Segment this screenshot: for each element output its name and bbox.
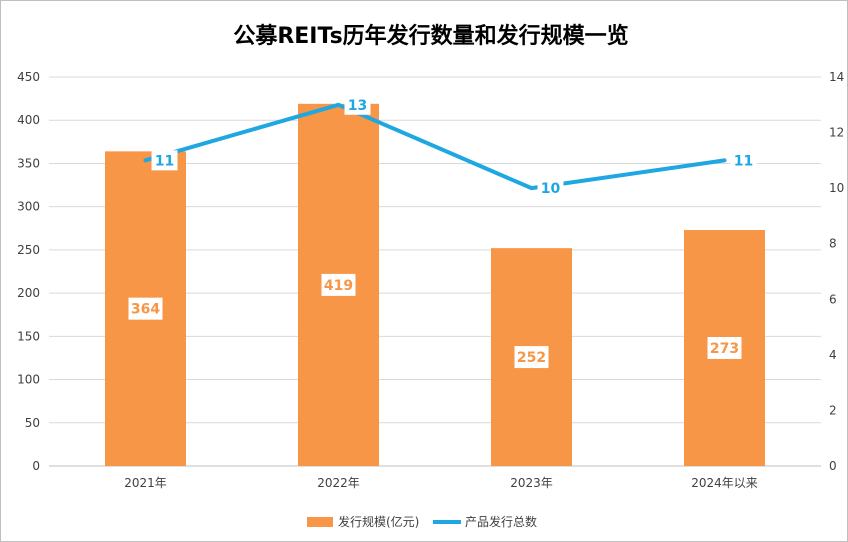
left-axis-tick-label: 0 <box>32 459 40 473</box>
line-label-box <box>344 94 371 115</box>
line-data-label: 11 <box>734 153 753 169</box>
bar-data-label: 273 <box>710 341 739 357</box>
bar-label-box <box>321 273 356 296</box>
line-label-box <box>151 150 178 171</box>
right-axis-tick-label: 14 <box>829 70 844 84</box>
bar-data-label: 364 <box>131 302 160 318</box>
left-axis-tick-label: 450 <box>17 70 40 84</box>
left-axis-tick-label: 150 <box>17 329 40 343</box>
line-data-label: 10 <box>541 181 561 197</box>
line-label-box <box>537 178 564 199</box>
right-axis-tick-label: 8 <box>829 237 837 251</box>
bar-data-label: 419 <box>324 278 353 294</box>
left-axis-tick-label: 300 <box>17 200 40 214</box>
right-axis-ticks: 0 2 4 6 8 10 12 14 <box>829 70 844 473</box>
legend: 发行规模(亿元) 产品发行总数 <box>307 514 537 529</box>
bar-label-box <box>128 297 163 320</box>
left-axis-ticks: 0 50 100 150 200 250 300 350 400 450 <box>17 70 40 473</box>
x-axis-tick-label: 2024年以来 <box>691 476 758 490</box>
right-axis-tick-label: 12 <box>829 126 844 140</box>
x-axis-tick-label: 2023年 <box>510 476 553 490</box>
line-series <box>143 102 727 191</box>
left-axis-tick-label: 350 <box>17 156 40 170</box>
line-data-label: 13 <box>348 98 367 114</box>
x-axis-ticks: 2021年 2022年 2023年 2024年以来 <box>124 476 758 490</box>
bar-data-label: 252 <box>517 350 546 366</box>
bar-label-box <box>707 337 742 360</box>
x-axis-tick-label: 2022年 <box>317 476 360 490</box>
chart-title: 公募REITs历年发行数量和发行规模一览 <box>233 23 628 49</box>
legend-label-line: 产品发行总数 <box>465 514 537 529</box>
left-axis-tick-label: 400 <box>17 113 40 127</box>
legend-swatch-bar <box>307 517 333 527</box>
right-axis-tick-label: 0 <box>829 459 837 473</box>
line-label-box <box>730 150 757 171</box>
right-axis-tick-label: 10 <box>829 181 844 195</box>
line-data-label: 11 <box>155 153 174 169</box>
left-axis-tick-label: 250 <box>17 243 40 257</box>
bars <box>105 103 765 466</box>
series-line <box>143 102 727 191</box>
x-axis-tick-label: 2021年 <box>124 476 167 490</box>
right-axis-tick-label: 4 <box>829 348 837 362</box>
right-axis-tick-label: 6 <box>829 292 837 306</box>
left-axis-tick-label: 50 <box>25 416 40 430</box>
legend-label-bar: 发行规模(亿元) <box>338 514 419 529</box>
bar-label-box <box>514 346 549 369</box>
bar-data-labels: 364 419 252 273 <box>128 273 742 369</box>
left-axis-tick-label: 100 <box>17 373 40 387</box>
right-axis-tick-label: 2 <box>829 403 837 417</box>
line-data-labels: 11 13 10 11 <box>151 94 757 199</box>
left-axis-tick-label: 200 <box>17 286 40 300</box>
